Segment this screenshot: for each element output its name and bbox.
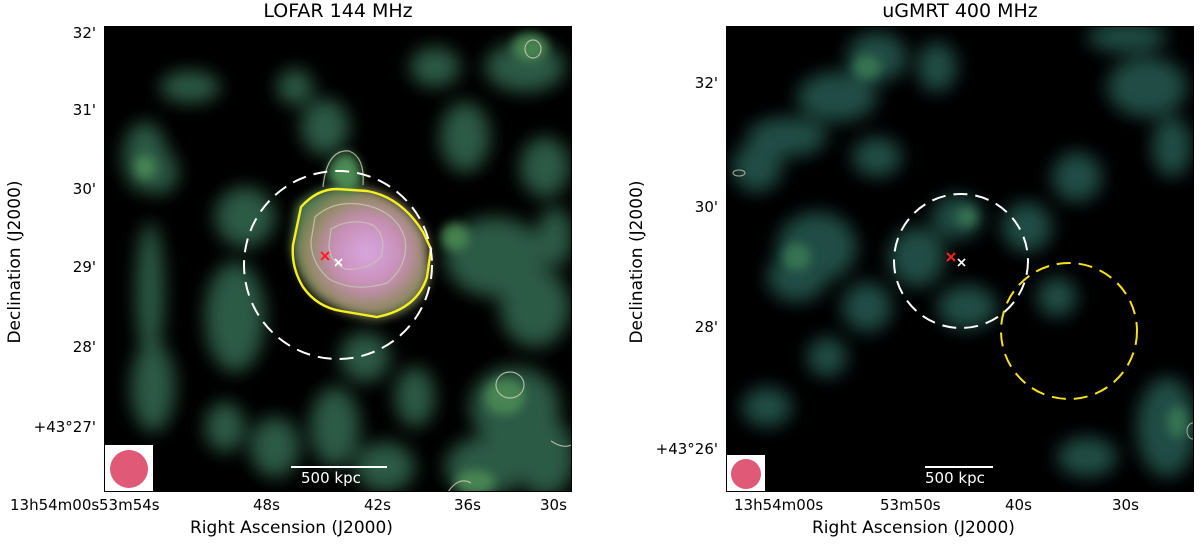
left-ytick-2: 30'	[72, 180, 96, 198]
left-beam-icon	[110, 450, 148, 488]
left-xtick-5: 30s	[540, 496, 567, 514]
right-ytick-0: 32'	[694, 74, 718, 92]
left-xtick-3: 42s	[364, 496, 391, 514]
right-ytick-1: 30'	[694, 198, 718, 216]
left-image-frame: 500 kpc	[104, 26, 572, 492]
right-panel-title: uGMRT 400 MHz	[882, 0, 1038, 22]
right-beam-icon	[731, 459, 761, 489]
left-ytick-1: 31'	[72, 101, 96, 119]
right-beam-box	[727, 455, 765, 491]
left-radio-map	[105, 27, 571, 491]
left-grey-contours	[310, 39, 571, 491]
right-dashed-circle-white	[893, 193, 1029, 329]
left-panel-title: LOFAR 144 MHz	[263, 0, 413, 22]
left-ytick-3: 29'	[72, 258, 96, 276]
right-image-frame: 500 kpc	[726, 26, 1194, 492]
left-scalebar-label: 500 kpc	[301, 469, 361, 487]
left-yaxis-label: Declination (J2000)	[5, 180, 25, 344]
right-xtick-0: 13h54m00s	[734, 496, 824, 514]
left-dashed-circle	[243, 170, 433, 360]
right-grey-contours	[732, 169, 1193, 440]
right-dashed-circle-yellow	[1000, 262, 1138, 400]
right-xtick-1: 53m50s	[880, 496, 941, 514]
left-ytick-5: +43°27'	[33, 418, 96, 436]
right-diffuse-emission	[732, 27, 1193, 477]
left-xtick-2: 48s	[253, 496, 280, 514]
right-scalebar-label: 500 kpc	[925, 469, 985, 487]
left-yellow-contour	[291, 187, 433, 319]
right-xtick-3: 30s	[1112, 496, 1139, 514]
left-xtick-4: 36s	[454, 496, 481, 514]
left-beam-box	[105, 445, 153, 491]
left-ytick-4: 28'	[72, 338, 96, 356]
right-xtick-2: 40s	[1005, 496, 1032, 514]
right-ytick-3: +43°26'	[655, 440, 718, 458]
left-xaxis-label: Right Ascension (J2000)	[190, 518, 393, 538]
right-ytick-2: 28'	[694, 318, 718, 336]
right-red-cross-marker	[946, 252, 956, 262]
left-ytick-0: 32'	[72, 24, 96, 42]
left-white-cross-marker	[334, 258, 343, 267]
right-white-cross-marker	[957, 258, 966, 267]
right-yaxis-label: Declination (J2000)	[627, 180, 647, 344]
left-red-cross-marker	[320, 251, 330, 261]
left-xtick-0: 13h54m00s	[10, 496, 100, 514]
right-xaxis-label: Right Ascension (J2000)	[812, 518, 1015, 538]
left-central-source	[291, 152, 430, 319]
right-radio-map	[727, 27, 1193, 491]
left-xtick-1: 53m54s	[99, 496, 160, 514]
